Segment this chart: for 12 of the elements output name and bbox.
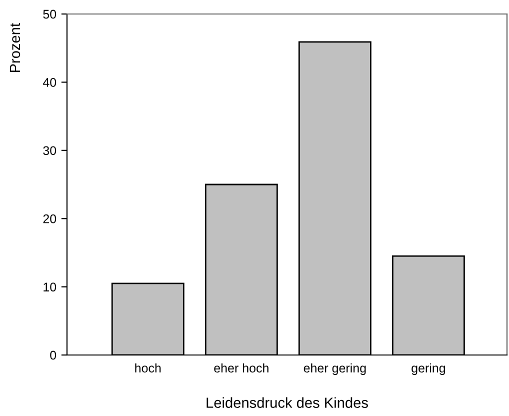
y-tick-label: 40 (42, 78, 56, 87)
x-tick-label: hoch (135, 363, 161, 373)
y-tick-label: 30 (43, 146, 56, 156)
x-tick-label: eher hoch (214, 363, 268, 373)
y-tick-label: 10 (44, 282, 56, 292)
y-axis-title: Prozent (10, 23, 20, 72)
x-axis-title: Leidensdruck des Kindes (206, 397, 368, 408)
x-tick-label: eher gering (304, 363, 366, 375)
y-tick-label: 50 (43, 10, 56, 19)
x-tick-label: gering (412, 363, 446, 375)
y-tick-label: 0 (50, 350, 56, 360)
y-tick-label: 20 (43, 214, 56, 224)
